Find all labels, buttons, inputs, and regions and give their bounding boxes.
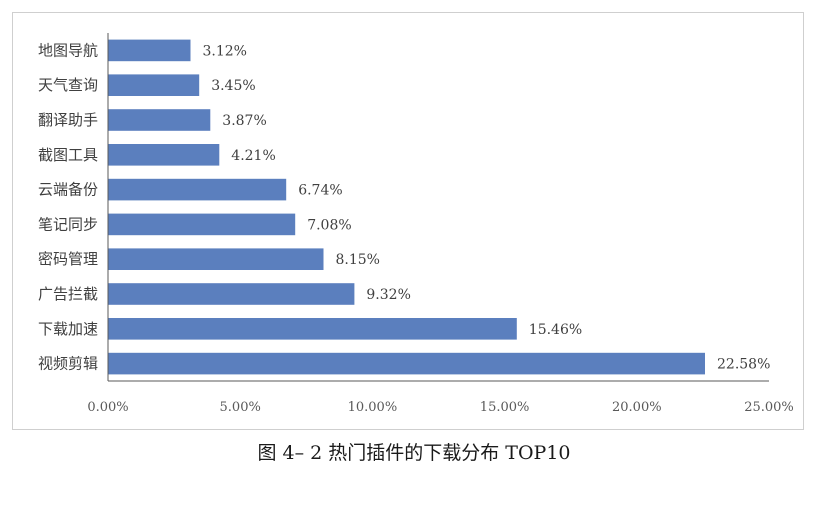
value-label-8: 15.46% <box>529 322 582 338</box>
value-label-6: 8.15% <box>336 252 380 268</box>
value-label-4: 6.74% <box>298 183 342 199</box>
bar-9 <box>108 352 705 375</box>
x-tick-label-2: 10.00% <box>348 400 398 415</box>
value-label-7: 9.32% <box>366 287 410 303</box>
category-label-6: 密码管理 <box>38 250 98 268</box>
x-tick-label-0: 0.00% <box>87 400 128 415</box>
category-label-5: 笔记同步 <box>38 215 98 233</box>
bar-3 <box>108 144 220 166</box>
bar-5 <box>108 213 296 236</box>
category-label-9: 视频剪辑 <box>38 355 98 373</box>
bar-8 <box>108 318 517 340</box>
value-label-3: 4.21% <box>231 148 275 164</box>
category-label-3: 截图工具 <box>38 146 98 164</box>
chart-frame: 地图导航 3.12% 天气查询 3.45% 翻译助手 3.87% 截图工具 4.21% 云端备份… <box>12 12 804 430</box>
figure-caption: 图 4– 2 热门插件的下载分布 TOP10 <box>257 442 571 464</box>
bar-chart: 地图导航 3.12% 天气查询 3.45% 翻译助手 3.87% 截图工具 4.21% 云端备份… <box>38 33 794 415</box>
x-tick-label-5: 25.00% <box>744 400 794 415</box>
value-label-1: 3.45% <box>211 78 255 94</box>
x-tick-label-3: 15.00% <box>480 400 530 415</box>
value-label-2: 3.87% <box>222 113 266 129</box>
category-label-1: 天气查询 <box>38 76 98 94</box>
value-label-0: 3.12% <box>203 43 247 59</box>
category-label-4: 云端备份 <box>38 181 98 199</box>
category-label-0: 地图导航 <box>38 41 98 59</box>
bar-1 <box>108 74 200 96</box>
value-label-5: 7.08% <box>307 217 351 233</box>
category-label-2: 翻译助手 <box>38 111 98 129</box>
x-tick-label-1: 5.00% <box>220 400 261 415</box>
value-label-9: 22.58% <box>717 357 770 373</box>
bar-2 <box>108 109 211 131</box>
category-label-7: 广告拦截 <box>38 285 98 303</box>
x-tick-label-4: 20.00% <box>612 400 662 415</box>
bar-0 <box>108 39 191 62</box>
bar-7 <box>108 283 355 305</box>
bar-4 <box>108 178 287 201</box>
category-label-8: 下载加速 <box>38 320 98 338</box>
bar-6 <box>108 248 324 270</box>
